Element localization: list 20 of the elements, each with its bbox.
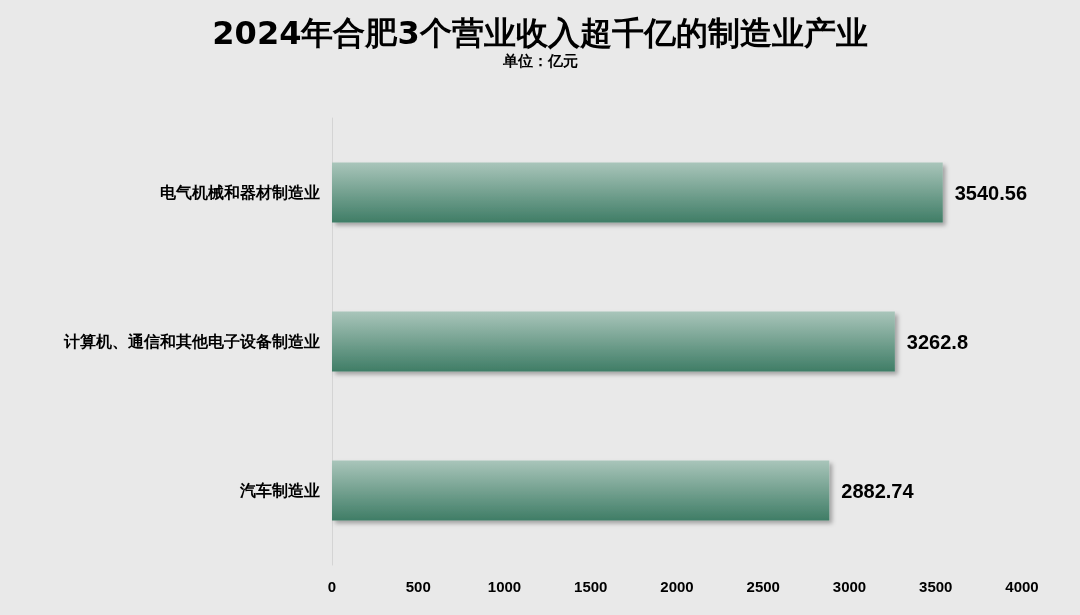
x-tick-label: 0 xyxy=(327,578,337,595)
x-tick-label: 500 xyxy=(405,578,431,595)
bar xyxy=(332,460,830,521)
chart-title: 2024年合肥3个营业收入超千亿的制造业产业 xyxy=(212,14,868,52)
x-tick-label: 3000 xyxy=(832,578,867,595)
x-tick-label: 1000 xyxy=(487,578,522,595)
x-tick-label: 1500 xyxy=(574,578,608,595)
y-tick-label: 计算机、通信和其他电子设备制造业 xyxy=(63,332,320,351)
chart-subtitle: 单位：亿元 xyxy=(501,51,578,70)
x-tick-label: 2000 xyxy=(660,578,694,595)
y-tick-label: 汽车制造业 xyxy=(239,481,320,500)
bar xyxy=(332,311,895,372)
x-tick-label: 2500 xyxy=(746,578,780,595)
x-tick-label: 4000 xyxy=(1005,578,1039,595)
data-label: 3540.56 xyxy=(954,181,1028,204)
y-tick-label: 电气机械和器材制造业 xyxy=(160,183,320,202)
data-label: 2882.74 xyxy=(841,479,915,502)
x-tick-label: 3500 xyxy=(919,578,953,595)
data-label: 3262.8 xyxy=(906,330,968,353)
bar xyxy=(332,162,943,223)
